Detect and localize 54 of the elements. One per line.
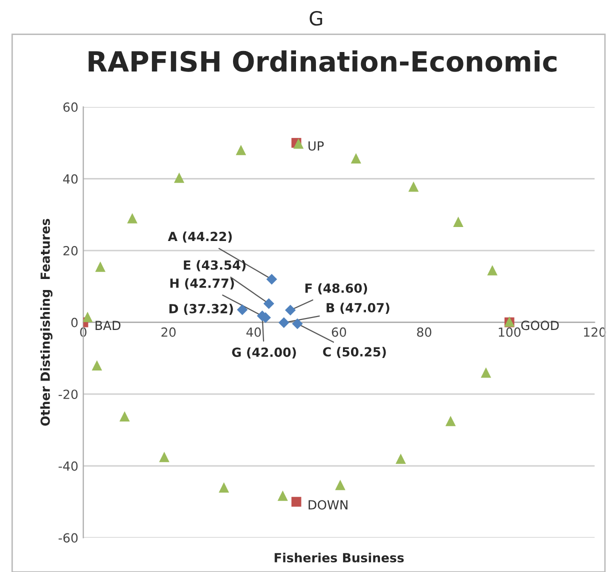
annotation: BAD [96,320,120,330]
annotation: DOWN [308,500,348,510]
point [291,496,302,507]
point [83,312,93,322]
point [487,265,498,276]
y-axis-title: Other Distingishing Features [40,218,52,426]
point [335,480,346,490]
annotation: D (37.32) [169,304,233,315]
x-tick-label: 60 [332,327,346,337]
annotation: E (43.54) [184,260,246,272]
point [396,454,406,464]
point [127,213,138,224]
point [453,216,464,227]
point [263,298,274,310]
annotation: G (42.00) [232,347,296,358]
annotation: H (42.77) [170,278,234,290]
point [285,304,296,316]
y-tick-label: 20 [63,246,78,256]
x-tick-label: 100 [498,327,520,337]
annotation: GOOD [521,320,559,330]
y-tick-label: -20 [58,390,78,400]
x-tick-label: 40 [246,327,261,337]
point [92,360,102,371]
point [278,317,290,328]
y-tick-label: -40 [58,461,78,471]
annotation: UP [308,141,324,151]
x-tick-label: 20 [161,327,176,337]
annotation: F (48.60) [305,283,368,294]
y-tick-label: 0 [71,318,78,328]
point [350,153,362,164]
point [293,138,304,149]
y-tick-label: 60 [63,102,78,112]
point [119,411,130,422]
x-tick-label: 80 [417,327,432,337]
y-tick-label: 40 [63,174,78,184]
point [236,144,246,156]
point [174,172,184,183]
point [95,262,106,272]
point [159,452,170,462]
point [480,367,492,378]
y-tick-label: -60 [58,533,78,543]
point [218,482,230,493]
point [266,274,278,285]
annotation: C (50.25) [323,346,386,358]
point [292,318,303,330]
x-axis-title: Fisheries Business [274,552,404,562]
annotation: A (44.22) [168,232,232,243]
point [445,416,456,426]
annotation: B (47.07) [326,302,390,314]
x-tick-label: 0 [80,327,86,337]
text: G [310,10,322,26]
chart-title: RAPFISH Ordination-Economic [88,50,556,72]
point [278,490,288,501]
point [408,181,419,192]
